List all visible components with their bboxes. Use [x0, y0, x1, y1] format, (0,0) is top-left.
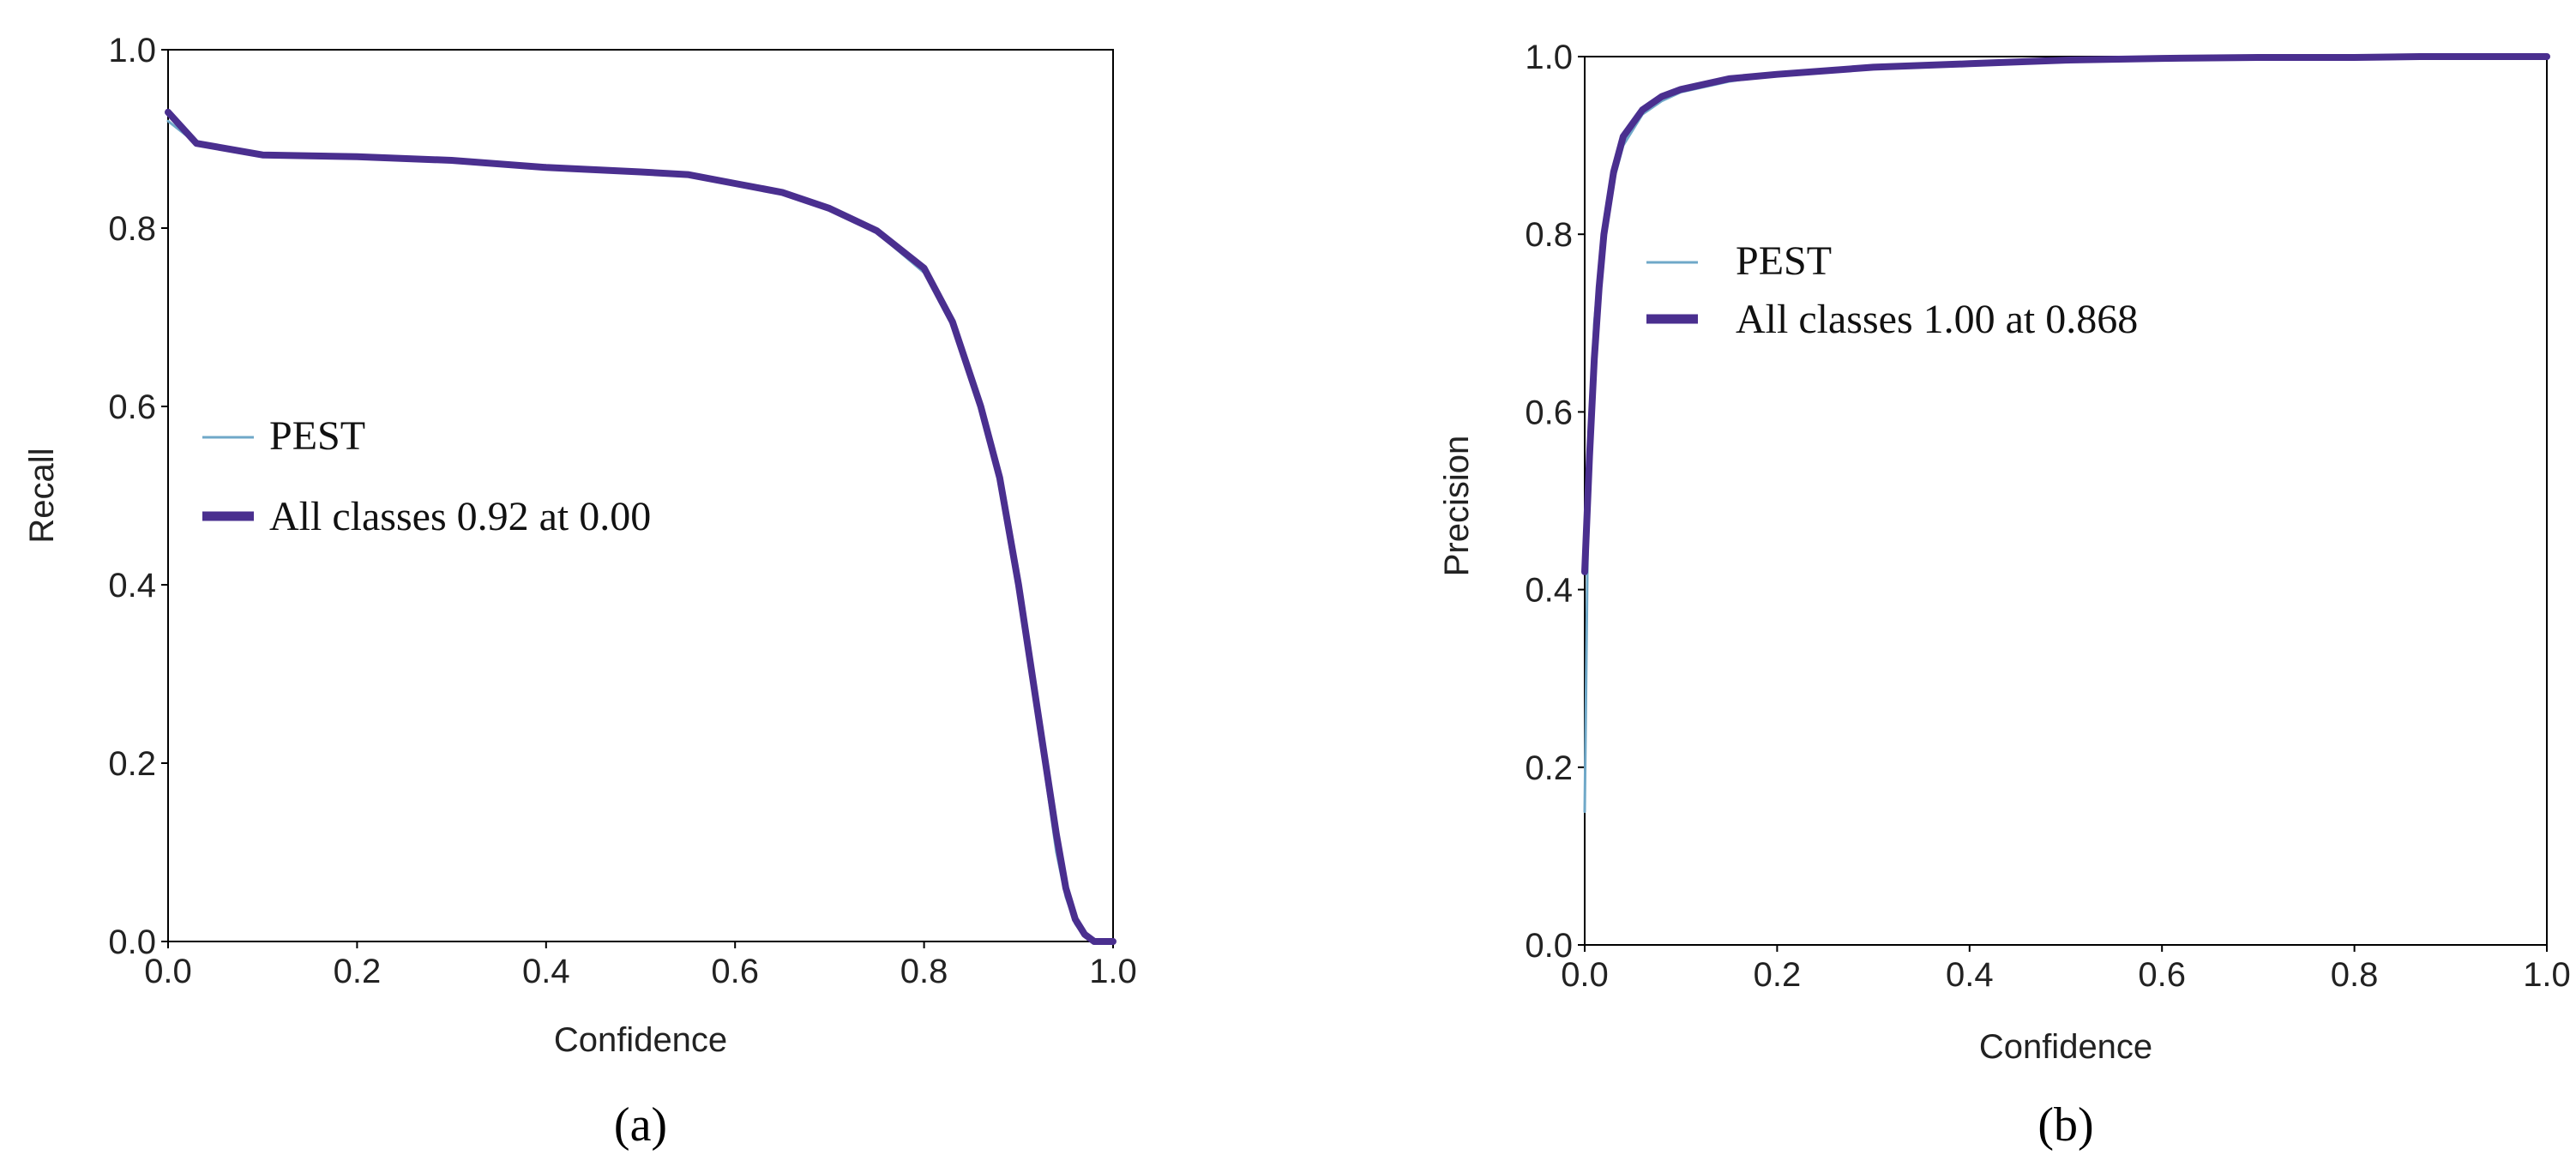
y-tick-label: 0.8: [1525, 216, 1573, 254]
x-tick-label: 1.0: [2523, 956, 2571, 994]
x-axis-label: Confidence: [1979, 1028, 2152, 1066]
x-tick-label: 0.2: [1754, 956, 1802, 994]
x-axis-label: Confidence: [554, 1021, 727, 1059]
x-tick-label: 0.0: [1561, 956, 1609, 994]
x-tick-label: 0.8: [2331, 956, 2379, 994]
y-tick-label: 0.0: [108, 923, 156, 961]
y-tick-label: 0.4: [1525, 572, 1573, 610]
x-tick-label: 0.6: [2138, 956, 2186, 994]
x-tick-label: 1.0: [1089, 953, 1137, 990]
y-tick-label: 0.8: [108, 210, 156, 248]
panel-label-b: (b): [2037, 1098, 2093, 1152]
recall-chart: 0.0 0.2 0.4 0.6 0.8 1.0 0.0 0.2 0.4 0.6 0.8 1.0 PES…: [23, 32, 1137, 1152]
plot-area: [1584, 56, 2548, 946]
y-tick-label: 1.0: [108, 32, 156, 69]
x-tick-label: 0.6: [711, 953, 759, 990]
series-lines: [165, 108, 1116, 945]
legend: PEST All classes 0.92 at 0.00: [202, 413, 651, 539]
axis-ticks: 0.0 0.2 0.4 0.6 0.8 1.0 0.0 0.2 0.4 0.6 0.8 1.0: [108, 32, 1136, 990]
y-axis-label: Recall: [23, 448, 61, 543]
panel-label-a: (a): [614, 1098, 667, 1152]
y-axis-label: Precision: [1438, 436, 1476, 577]
series-lines: [1581, 53, 2550, 814]
legend-entry-pest: PEST: [269, 413, 365, 459]
y-tick-label: 0.6: [1525, 394, 1573, 431]
y-tick-label: 0.0: [1525, 927, 1573, 965]
legend: PEST All classes 1.00 at 0.868: [1646, 238, 2138, 342]
legend-entry-all-classes: All classes 1.00 at 0.868: [1736, 297, 2138, 342]
y-tick-label: 0.6: [108, 388, 156, 426]
legend-entry-all-classes: All classes 0.92 at 0.00: [269, 494, 651, 539]
all-classes-line: [165, 108, 1116, 945]
x-tick-label: 0.4: [522, 953, 570, 990]
x-tick-label: 0.0: [144, 953, 192, 990]
legend-entry-pest: PEST: [1736, 238, 1832, 284]
precision-chart: 0.0 0.2 0.4 0.6 0.8 1.0 0.0 0.2 0.4 0.6 0.8 1.0 PES…: [1438, 39, 2571, 1152]
x-tick-label: 0.8: [900, 953, 948, 990]
y-tick-label: 0.2: [108, 745, 156, 783]
all-classes-line: [1581, 53, 2550, 575]
x-tick-label: 0.4: [1946, 956, 1994, 994]
x-tick-label: 0.2: [334, 953, 382, 990]
plot-area: [167, 49, 1114, 942]
axis-ticks: 0.0 0.2 0.4 0.6 0.8 1.0 0.0 0.2 0.4 0.6 0.8 1.0: [1525, 39, 2570, 994]
y-tick-label: 1.0: [1525, 39, 1573, 76]
y-tick-label: 0.4: [108, 567, 156, 605]
y-tick-label: 0.2: [1525, 749, 1573, 787]
